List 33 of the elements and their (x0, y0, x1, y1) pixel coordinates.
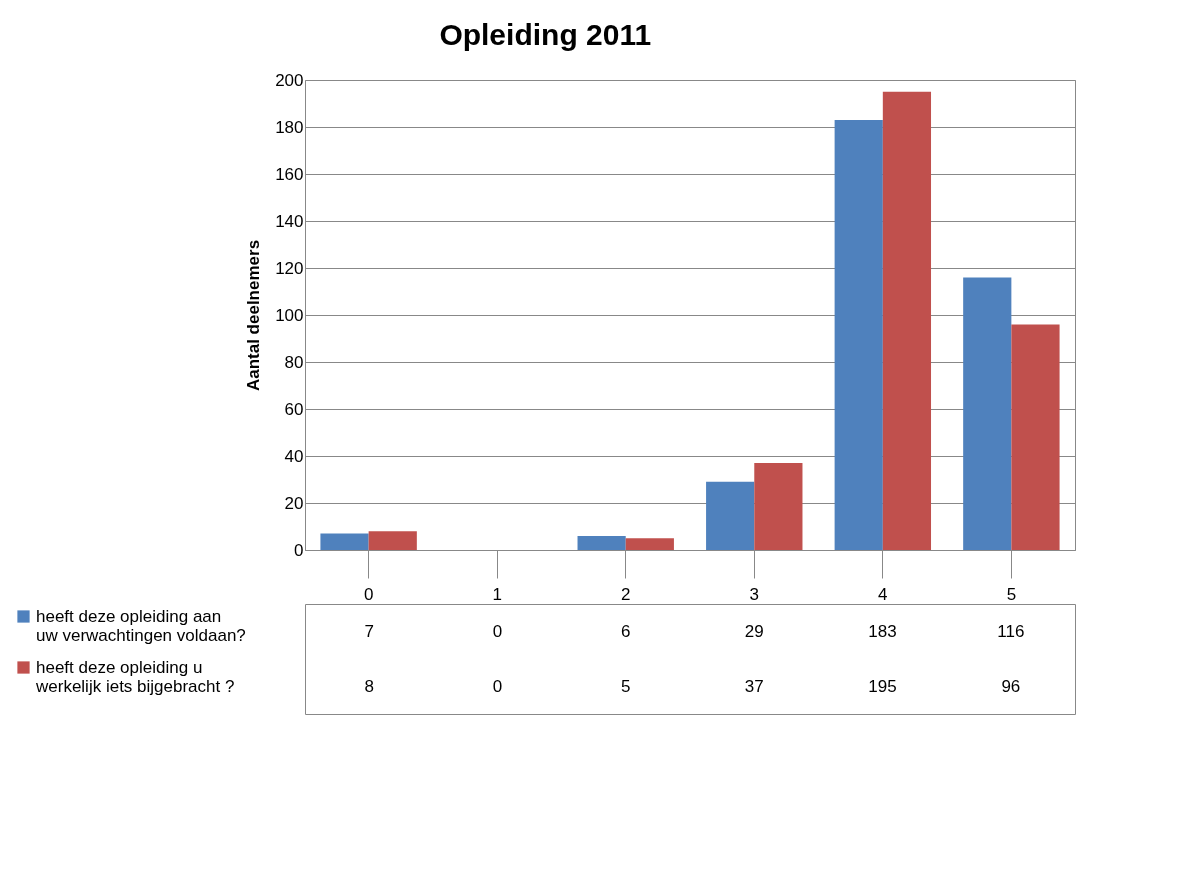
y-tick-label: 100 (275, 305, 304, 325)
y-tick-label: 20 (284, 493, 304, 513)
y-tick-label: 40 (284, 446, 304, 466)
x-tick-label: 3 (749, 584, 760, 604)
data-label: 5 (621, 676, 631, 696)
data-label: 29 (744, 621, 764, 641)
x-tick-label: 4 (878, 584, 888, 604)
y-tick-label: 120 (275, 258, 304, 278)
data-label: 6 (621, 621, 631, 641)
y-tick-label: 0 (294, 540, 304, 560)
y-tick-label: 160 (275, 164, 304, 184)
x-tick-label: 5 (1006, 584, 1017, 604)
data-label: 116 (997, 621, 1025, 641)
y-axis-title: Aantal deelnemers (244, 239, 264, 392)
data-label: 0 (492, 621, 503, 641)
data-label: 37 (744, 676, 764, 696)
data-label: 0 (492, 676, 503, 696)
x-tick-label: 0 (363, 584, 374, 604)
y-tick-label: 60 (284, 399, 304, 419)
y-tick-label: 180 (275, 117, 304, 137)
x-tick-label: 1 (492, 584, 502, 604)
legend-label: heeft deze opleiding u werkelijk iets bijgebracht ? (35, 657, 235, 696)
legend-label: heeft deze opleiding aan uw verwachtingen voldaan? (36, 606, 246, 645)
chart-title: Opleiding 2011 (439, 17, 652, 51)
data-label: 183 (868, 621, 897, 641)
data-label: 195 (868, 676, 897, 696)
data-label: 7 (364, 621, 374, 641)
y-tick-label: 140 (275, 211, 304, 231)
y-tick-label: 80 (284, 352, 304, 372)
x-tick-label: 2 (620, 584, 631, 604)
data-label: 96 (1001, 676, 1021, 696)
y-tick-label: 200 (275, 70, 304, 90)
data-label: 8 (364, 676, 374, 696)
